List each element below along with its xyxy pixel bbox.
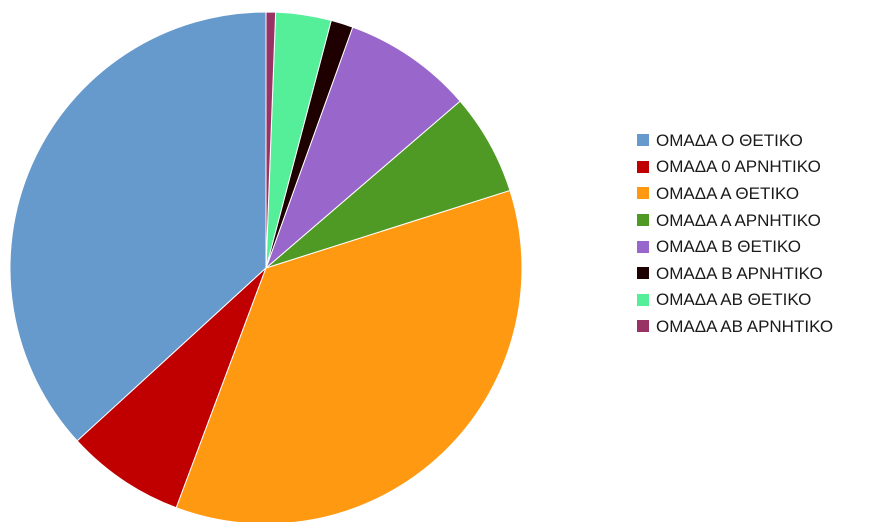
legend-label: ΟΜΑΔΑ Ο ΘΕΤΙΚΟ (656, 130, 803, 150)
legend-swatch (637, 293, 649, 306)
pie-slice-1 (9, 11, 267, 442)
legend-item-4: ΟΜΑΔΑ Α ΑΡΝΗΤΙΚΟ (637, 207, 833, 234)
legend-label: ΟΜΑΔΑ ΑΒ ΑΡΝΗΤΙΚΟ (656, 316, 834, 336)
legend-item-3: ΟΜΑΔΑ Α ΘΕΤΙΚΟ (637, 180, 833, 207)
legend-swatch (637, 320, 649, 333)
legend-item-1: ΟΜΑΔΑ Ο ΘΕΤΙΚΟ (637, 127, 833, 154)
legend-label: ΟΜΑΔΑ Β ΑΡΝΗΤΙΚΟ (656, 263, 823, 283)
legend-label: ΟΜΑΔΑ Β ΘΕΤΙΚΟ (656, 237, 801, 257)
legend-label: ΟΜΑΔΑ 0 ΑΡΝΗΤΙΚΟ (656, 157, 821, 177)
legend-swatch (637, 134, 649, 147)
legend-label: ΟΜΑΔΑ Α ΑΡΝΗΤΙΚΟ (656, 210, 821, 230)
legend-swatch (637, 187, 649, 200)
legend-item-2: ΟΜΑΔΑ 0 ΑΡΝΗΤΙΚΟ (637, 154, 833, 181)
pie-slice-3 (175, 189, 523, 522)
legend-swatch (637, 160, 649, 173)
legend-swatch (637, 267, 649, 280)
legend-item-5: ΟΜΑΔΑ Β ΘΕΤΙΚΟ (637, 233, 833, 260)
pie-slice-5 (264, 26, 461, 270)
legend-item-8: ΟΜΑΔΑ ΑΒ ΑΡΝΗΤΙΚΟ (637, 313, 833, 340)
legend: ΟΜΑΔΑ Ο ΘΕΤΙΚΟ ΟΜΑΔΑ 0 ΑΡΝΗΤΙΚΟ ΟΜΑΔΑ Α ΘΕ… (637, 127, 833, 340)
pie-slice-8 (265, 11, 277, 269)
legend-swatch (637, 240, 649, 253)
legend-item-7: ΟΜΑΔΑ ΑΒ ΘΕΤΙΚΟ (637, 287, 833, 314)
legend-label: ΟΜΑΔΑ ΑΒ ΘΕΤΙΚΟ (656, 290, 812, 310)
pie-slice-2 (76, 267, 267, 509)
legend-swatch (637, 214, 649, 227)
pie-plot-area (9, 11, 523, 522)
legend-label: ΟΜΑΔΑ Α ΘΕΤΙΚΟ (656, 183, 800, 203)
legend-item-6: ΟΜΑΔΑ Β ΑΡΝΗΤΙΚΟ (637, 260, 833, 287)
